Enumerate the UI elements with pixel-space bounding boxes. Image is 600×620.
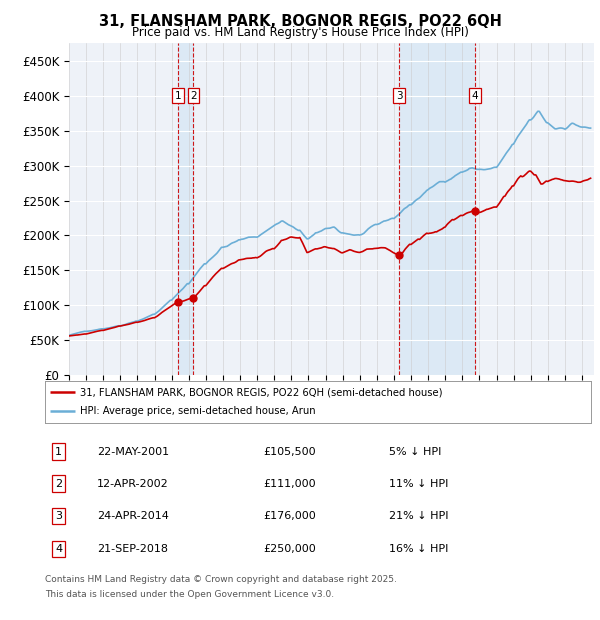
Text: 21% ↓ HPI: 21% ↓ HPI	[389, 511, 448, 521]
Text: 3: 3	[396, 91, 403, 101]
Text: 3: 3	[55, 511, 62, 521]
Text: 24-APR-2014: 24-APR-2014	[97, 511, 169, 521]
Text: 31, FLANSHAM PARK, BOGNOR REGIS, PO22 6QH (semi-detached house): 31, FLANSHAM PARK, BOGNOR REGIS, PO22 6Q…	[80, 387, 443, 397]
Text: Price paid vs. HM Land Registry's House Price Index (HPI): Price paid vs. HM Land Registry's House …	[131, 26, 469, 39]
Text: 11% ↓ HPI: 11% ↓ HPI	[389, 479, 448, 489]
Bar	[178, 43, 193, 375]
Text: 4: 4	[55, 544, 62, 554]
Text: 31, FLANSHAM PARK, BOGNOR REGIS, PO22 6QH: 31, FLANSHAM PARK, BOGNOR REGIS, PO22 6Q…	[98, 14, 502, 29]
Text: 2: 2	[55, 479, 62, 489]
Text: Contains HM Land Registry data © Crown copyright and database right 2025.: Contains HM Land Registry data © Crown c…	[45, 575, 397, 584]
Text: 4: 4	[472, 91, 478, 101]
Text: 2: 2	[190, 91, 197, 101]
Text: £105,500: £105,500	[263, 446, 316, 456]
Text: 1: 1	[175, 91, 181, 101]
Text: HPI: Average price, semi-detached house, Arun: HPI: Average price, semi-detached house,…	[80, 407, 316, 417]
Text: 5% ↓ HPI: 5% ↓ HPI	[389, 446, 442, 456]
Text: 16% ↓ HPI: 16% ↓ HPI	[389, 544, 448, 554]
Bar	[399, 43, 475, 375]
Text: 12-APR-2002: 12-APR-2002	[97, 479, 169, 489]
Text: 1: 1	[55, 446, 62, 456]
Text: £111,000: £111,000	[263, 479, 316, 489]
Text: £250,000: £250,000	[263, 544, 316, 554]
Text: This data is licensed under the Open Government Licence v3.0.: This data is licensed under the Open Gov…	[45, 590, 334, 600]
Text: 22-MAY-2001: 22-MAY-2001	[97, 446, 169, 456]
Text: £176,000: £176,000	[263, 511, 316, 521]
Text: 21-SEP-2018: 21-SEP-2018	[97, 544, 168, 554]
